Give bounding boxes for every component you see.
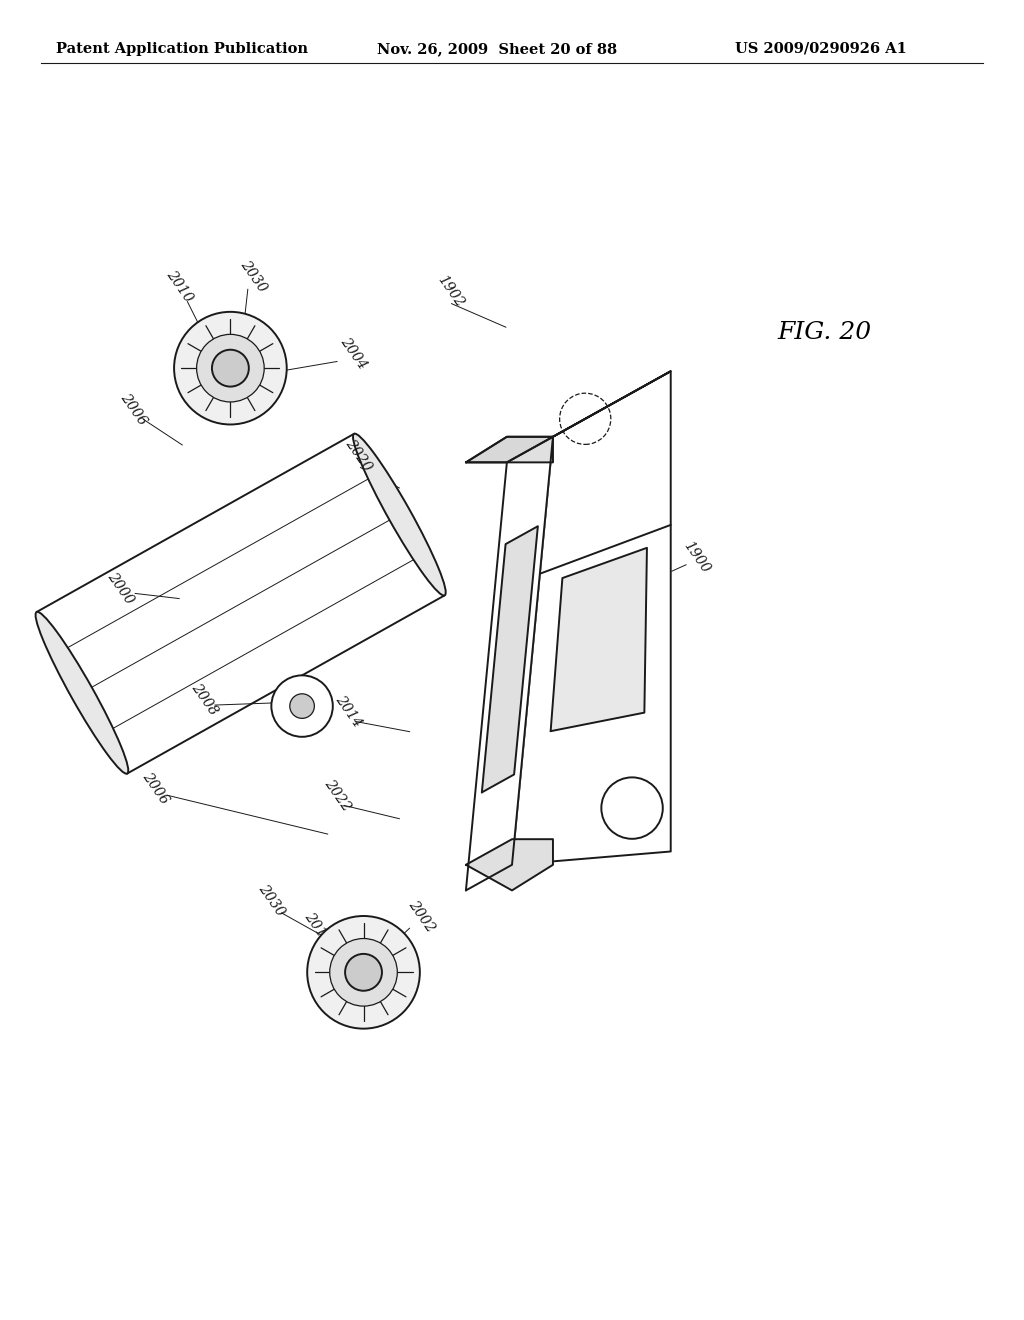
Text: 2014: 2014 xyxy=(332,693,365,730)
Polygon shape xyxy=(482,527,538,792)
Text: 2030: 2030 xyxy=(238,257,270,294)
Text: 2002: 2002 xyxy=(406,898,438,935)
Ellipse shape xyxy=(353,434,445,595)
Polygon shape xyxy=(512,371,671,865)
Polygon shape xyxy=(466,840,553,891)
Text: 2010: 2010 xyxy=(163,268,196,305)
Circle shape xyxy=(307,916,420,1028)
Circle shape xyxy=(345,954,382,991)
Polygon shape xyxy=(466,437,553,462)
Text: 2006: 2006 xyxy=(139,770,172,807)
Text: 2012: 2012 xyxy=(301,909,334,946)
Ellipse shape xyxy=(36,612,128,774)
Circle shape xyxy=(601,777,663,838)
Circle shape xyxy=(290,694,314,718)
Circle shape xyxy=(271,676,333,737)
Circle shape xyxy=(197,334,264,403)
Polygon shape xyxy=(37,434,444,774)
Text: Nov. 26, 2009  Sheet 20 of 88: Nov. 26, 2009 Sheet 20 of 88 xyxy=(377,42,616,55)
Text: 1900: 1900 xyxy=(680,539,713,576)
Polygon shape xyxy=(507,371,671,462)
Text: 2020: 2020 xyxy=(342,437,375,474)
Text: 2000: 2000 xyxy=(104,570,137,607)
Text: Patent Application Publication: Patent Application Publication xyxy=(56,42,308,55)
Circle shape xyxy=(212,350,249,387)
Text: FIG. 20: FIG. 20 xyxy=(777,321,871,343)
Text: US 2009/0290926 A1: US 2009/0290926 A1 xyxy=(735,42,907,55)
Polygon shape xyxy=(551,548,647,731)
Polygon shape xyxy=(466,437,553,891)
Text: 2010: 2010 xyxy=(347,923,380,960)
Circle shape xyxy=(174,312,287,425)
Text: 2004: 2004 xyxy=(337,334,370,371)
Text: 1902: 1902 xyxy=(434,273,467,310)
Text: 2022: 2022 xyxy=(322,776,354,813)
Polygon shape xyxy=(466,437,553,462)
Circle shape xyxy=(330,939,397,1006)
Text: 1902: 1902 xyxy=(552,767,585,804)
Text: 2006: 2006 xyxy=(117,391,150,428)
Text: 2008: 2008 xyxy=(188,680,221,718)
Text: 2030: 2030 xyxy=(255,882,288,919)
